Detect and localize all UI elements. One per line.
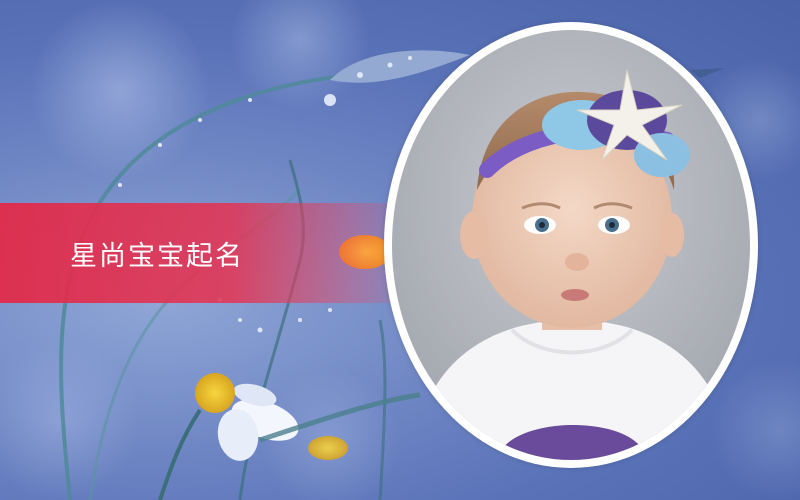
banner-title: 星尚宝宝起名 <box>70 241 244 272</box>
baby-portrait <box>392 30 750 460</box>
title-banner <box>0 203 420 303</box>
baby-portrait-icon <box>392 30 750 460</box>
